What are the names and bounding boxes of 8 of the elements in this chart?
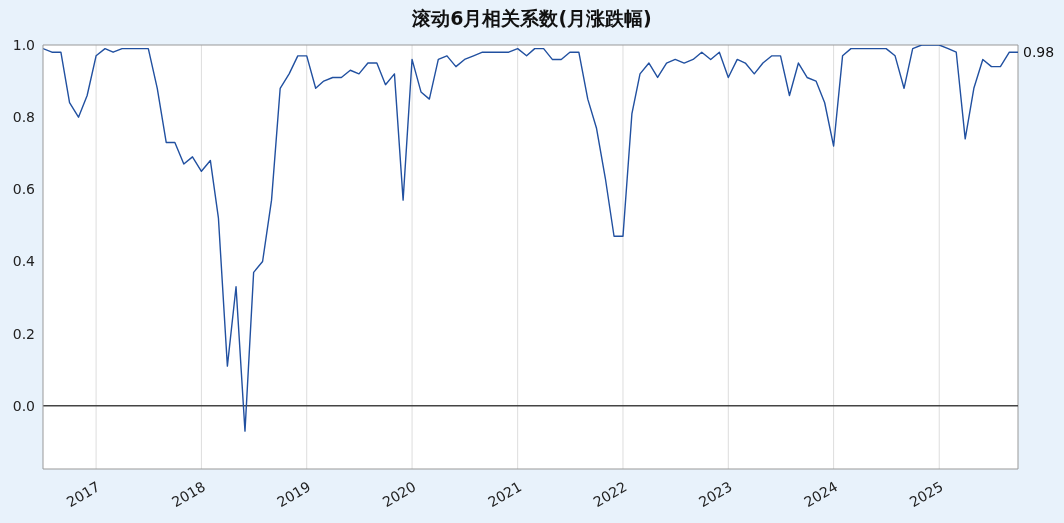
chart-title: 滚动6月相关系数(月涨跌幅)	[411, 6, 653, 31]
y-tick-label: 0.8	[12, 109, 35, 126]
annotation: 0.98	[1023, 44, 1055, 61]
y-tick-label: 0.2	[12, 325, 35, 342]
y-tick-label: 1.0	[12, 36, 35, 53]
y-tick-label: 0.0	[12, 397, 35, 414]
y-tick-label: 0.4	[12, 253, 36, 270]
y-tick-label: 0.6	[12, 181, 36, 198]
